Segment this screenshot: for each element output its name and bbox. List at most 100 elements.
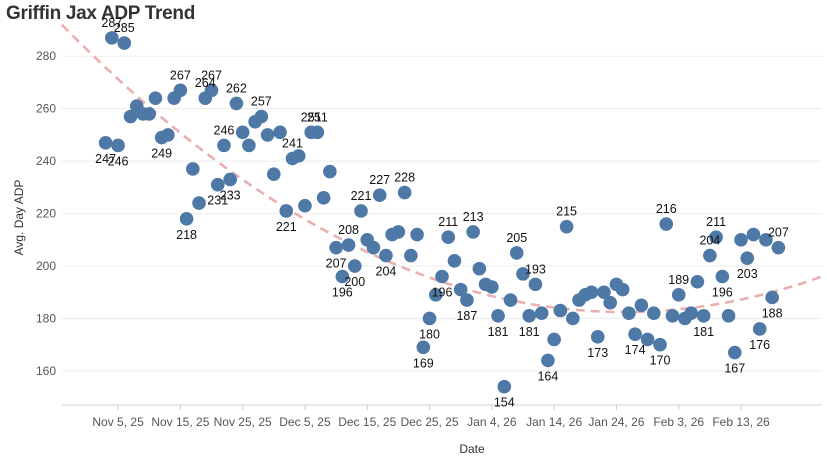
data-point: [316, 191, 331, 205]
y-tick-label: 200: [36, 259, 56, 273]
data-point: [721, 309, 736, 323]
data-point: [291, 149, 306, 163]
data-label: 287: [101, 16, 122, 30]
data-point: [379, 248, 393, 263]
y-axis-title: Avg. Day ADP: [12, 180, 26, 256]
data-point: [254, 109, 269, 124]
data-point: [329, 240, 343, 255]
data-point: [142, 107, 157, 121]
x-tick-label: Dec 25, 25: [401, 415, 459, 429]
data-point: [210, 177, 225, 192]
data-point: [186, 162, 200, 176]
data-label: 203: [737, 267, 758, 281]
data-label: 208: [338, 223, 359, 237]
data-point: [105, 31, 119, 45]
data-label: 218: [176, 228, 197, 242]
data-label: 211: [706, 215, 726, 229]
data-point: [628, 327, 642, 341]
data-point: [404, 248, 418, 263]
data-label: 207: [768, 226, 789, 240]
data-labels: 2472872462852492672182642672312462332622…: [95, 16, 789, 410]
data-point: [447, 253, 462, 268]
data-label: 262: [226, 81, 247, 95]
data-point: [696, 309, 711, 323]
data-label: 196: [332, 286, 353, 300]
data-point: [622, 306, 636, 321]
data-point: [671, 288, 686, 302]
chart-title: Griffin Jax ADP Trend: [6, 3, 196, 24]
data-point: [453, 282, 468, 297]
x-tick-label: Nov 25, 25: [214, 415, 272, 429]
y-tick-label: 260: [36, 102, 56, 116]
data-point: [727, 345, 742, 360]
data-point: [173, 83, 188, 98]
data-point: [765, 290, 779, 305]
data-point: [279, 204, 294, 218]
data-point: [640, 332, 655, 347]
data-point: [217, 138, 231, 153]
data-point: [603, 295, 617, 310]
data-point: [117, 36, 132, 50]
y-tick-label: 280: [36, 49, 56, 63]
y-tick-label: 240: [36, 154, 56, 168]
data-point: [428, 288, 443, 302]
data-point: [335, 269, 350, 284]
data-label: 170: [650, 354, 671, 368]
data-point: [204, 83, 219, 98]
data-point: [590, 330, 605, 344]
data-point: [566, 311, 580, 326]
x-tick-label: Dec 15, 25: [338, 415, 396, 429]
data-label: 173: [587, 346, 608, 360]
data-point: [509, 246, 524, 260]
data-point: [372, 188, 387, 203]
data-label: 213: [463, 210, 484, 224]
data-point: [310, 125, 325, 140]
data-label: 246: [108, 154, 129, 168]
x-tick-label: Jan 4, 26: [467, 415, 517, 429]
data-point: [441, 230, 456, 244]
data-point: [223, 172, 237, 187]
data-point: [684, 306, 698, 321]
data-point: [615, 282, 630, 297]
data-label: 196: [712, 286, 733, 300]
data-point: [653, 337, 667, 352]
data-label: 215: [556, 205, 577, 219]
x-tick-label: Jan 24, 26: [588, 415, 644, 429]
data-label: 154: [494, 396, 515, 410]
data-point: [497, 379, 512, 394]
data-point: [485, 280, 499, 294]
y-tick-label: 180: [36, 311, 56, 325]
data-point: [192, 196, 206, 210]
data-point: [516, 267, 530, 281]
data-label: 267: [170, 68, 191, 82]
data-label: 231: [207, 194, 228, 208]
data-point: [759, 232, 773, 247]
data-label: 188: [762, 306, 783, 320]
data-label: 267: [201, 68, 222, 82]
data-label: 180: [419, 327, 440, 341]
data-point: [647, 306, 661, 321]
data-point: [235, 125, 250, 140]
data-label: 233: [220, 188, 241, 202]
x-tick-label: Nov 15, 25: [151, 415, 209, 429]
data-point: [323, 164, 337, 179]
x-tick-label: Nov 5, 25: [92, 415, 144, 429]
data-point: [547, 332, 561, 347]
y-tick-label: 160: [36, 364, 56, 378]
data-label: 187: [456, 309, 477, 323]
data-point: [503, 293, 518, 307]
data-point: [597, 285, 611, 300]
data-label: 176: [749, 338, 770, 352]
data-point: [584, 285, 599, 300]
data-point: [746, 227, 761, 242]
data-point: [416, 340, 431, 355]
data-point: [341, 238, 356, 252]
data-point: [472, 261, 487, 276]
data-point: [752, 322, 767, 336]
data-point: [659, 217, 674, 231]
x-axis-title: Date: [459, 442, 485, 456]
x-tick-label: Jan 14, 26: [526, 415, 582, 429]
data-point: [435, 269, 449, 284]
